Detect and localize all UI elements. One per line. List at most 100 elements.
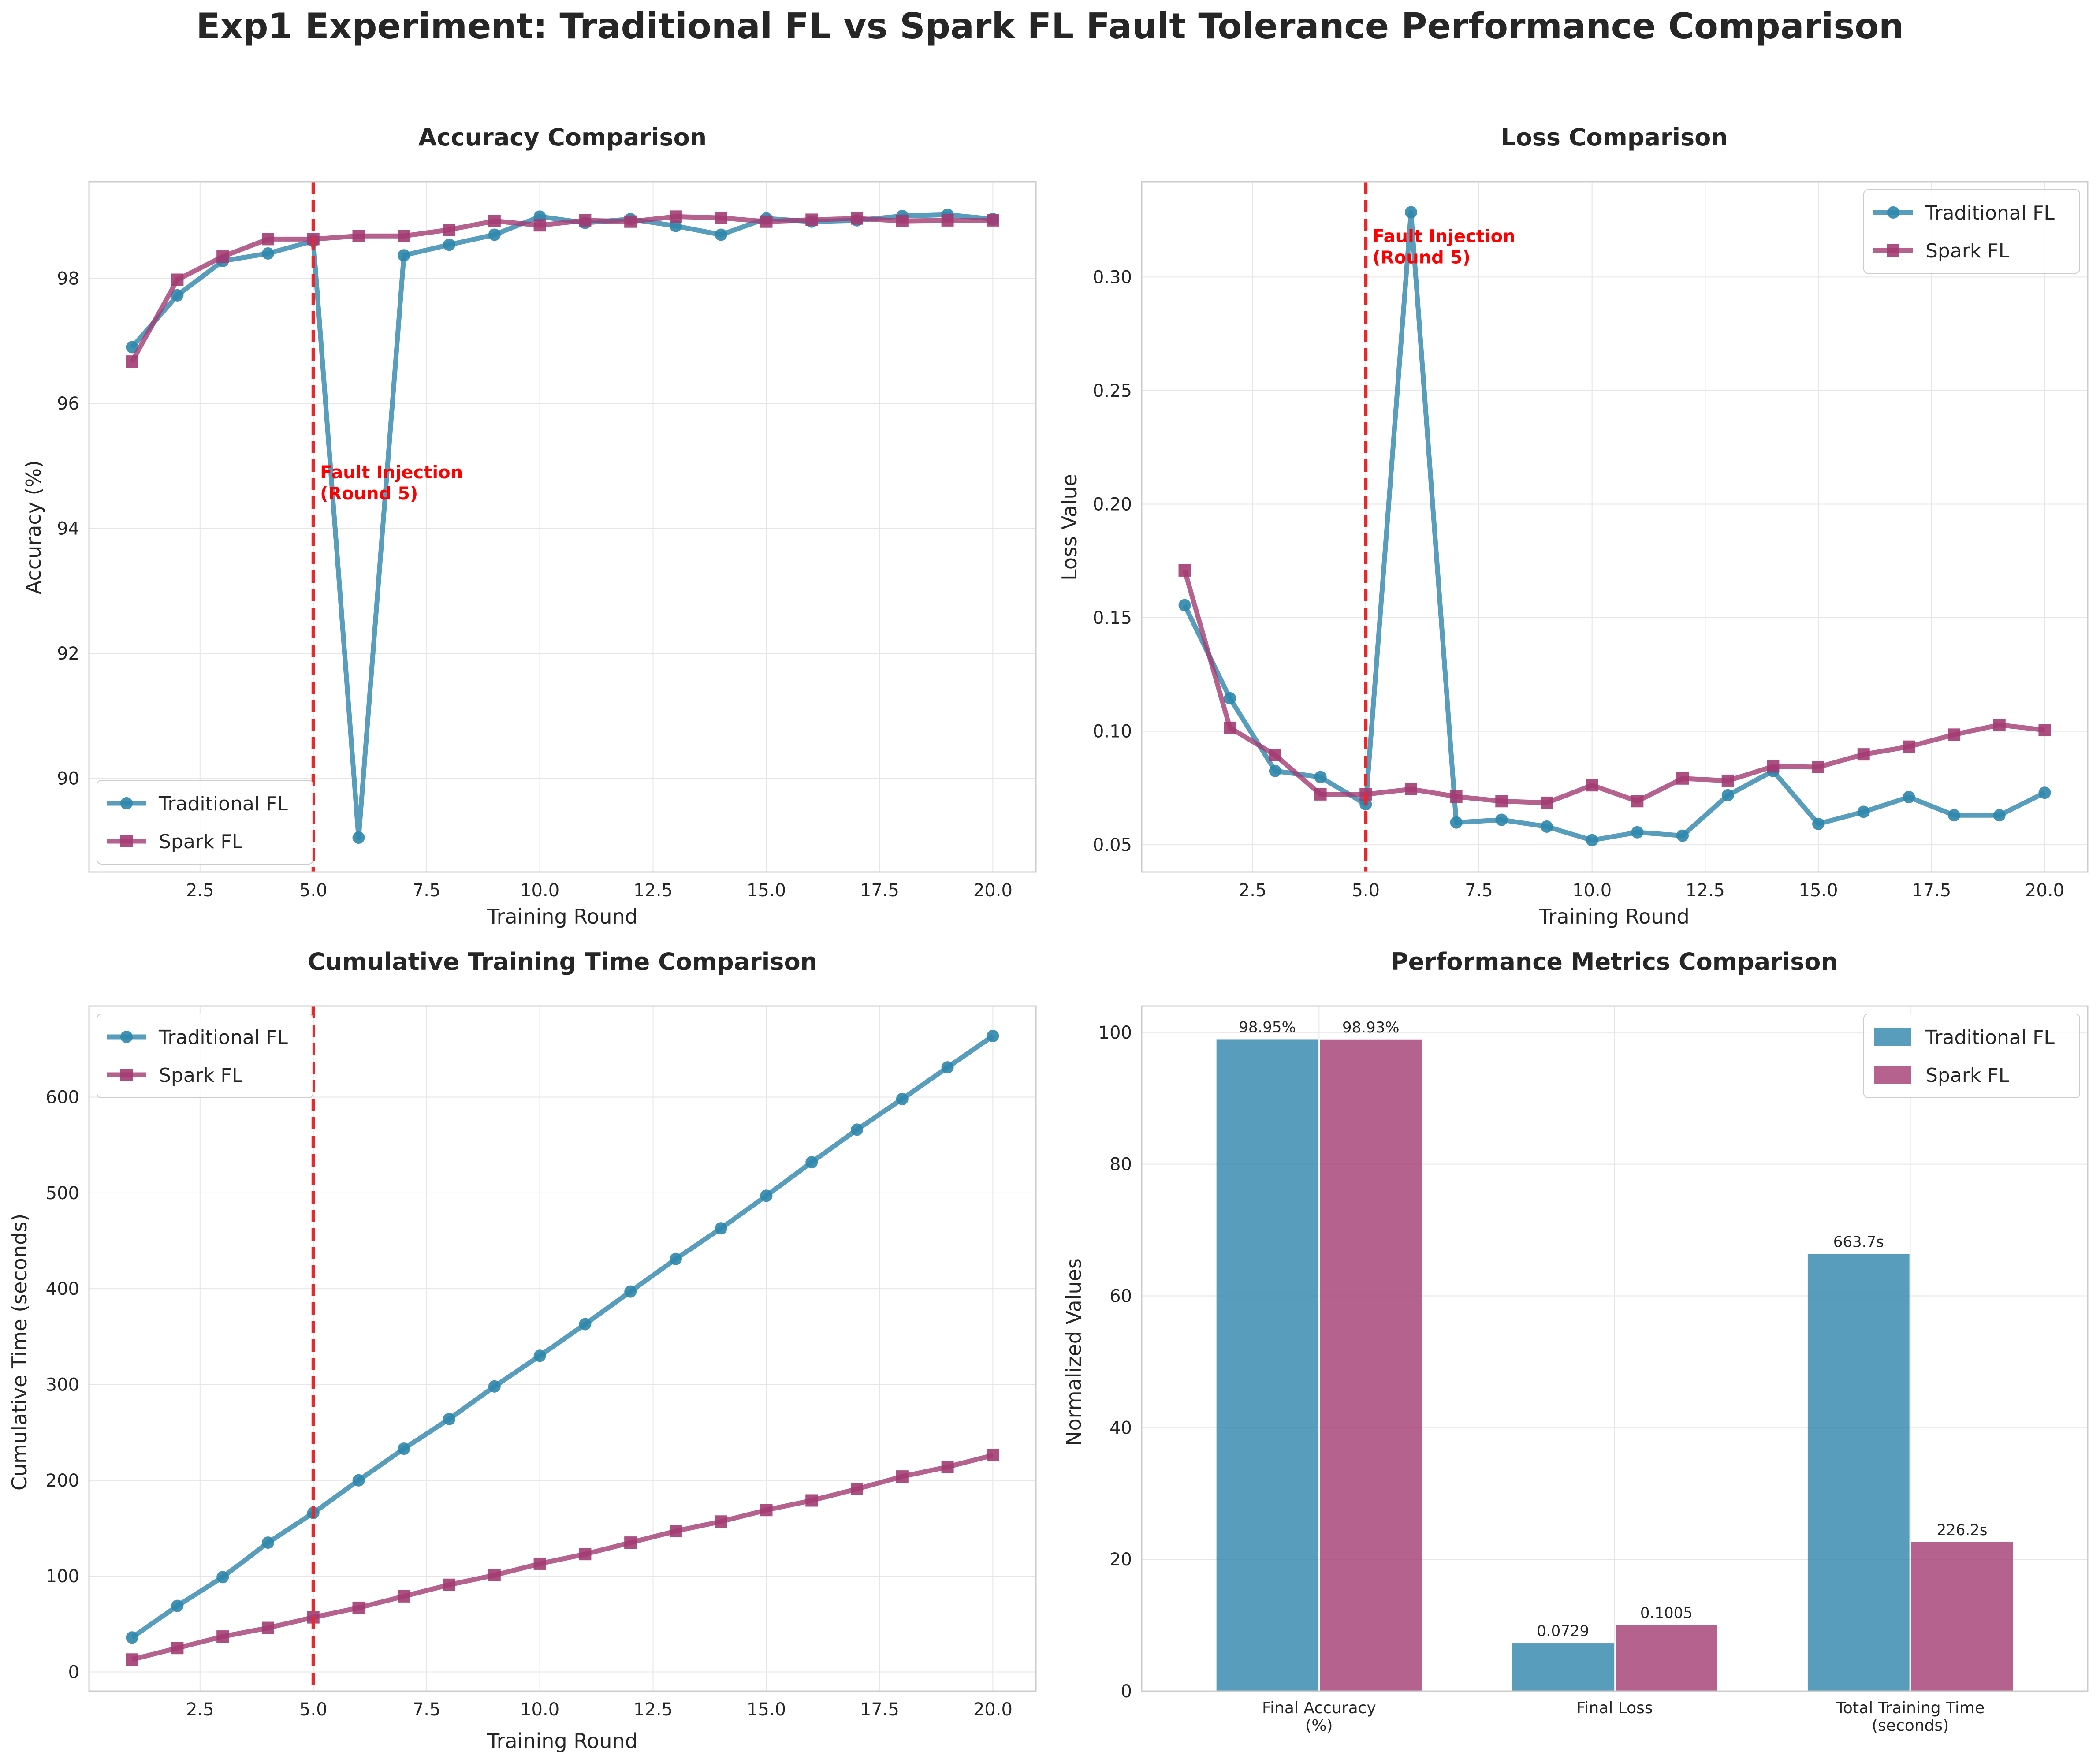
x-tick-label: 15.0 (747, 880, 786, 901)
bar-value-label: 226.2s (1936, 1521, 1987, 1539)
plot-frame (1141, 1005, 2089, 1692)
data-point (1450, 816, 1463, 829)
data-point (987, 1449, 999, 1461)
bar-traditional (1216, 1039, 1318, 1691)
data-point (1857, 748, 1870, 761)
loss-chart: Loss Comparison Training Round Loss Valu… (1057, 123, 2089, 928)
data-point (805, 213, 818, 226)
data-point (941, 1461, 954, 1473)
data-point (488, 215, 501, 227)
series-line-spark (130, 214, 993, 363)
data-point (488, 1569, 501, 1582)
x-tick-label: 20.0 (973, 1700, 1013, 1720)
data-point (1540, 796, 1553, 809)
x-tick-label: 2.5 (186, 880, 214, 901)
data-point (1178, 599, 1191, 611)
x-tick-label: 12.5 (633, 880, 673, 901)
bar-spark (1320, 1039, 1422, 1691)
y-tick-label: 0 (1121, 1681, 1132, 1702)
plot-frame (88, 1005, 1037, 1692)
legend-label: Traditional FL (158, 1026, 288, 1049)
legend-frame (1863, 189, 2080, 274)
data-point (896, 215, 909, 227)
data-point (669, 210, 682, 223)
legend: Traditional FL Spark FL (97, 1014, 313, 1098)
data-point (171, 1599, 184, 1612)
y-tick-label: 0.05 (1093, 835, 1132, 855)
data-point (261, 247, 274, 260)
x-tick-label: 5.0 (299, 1700, 328, 1720)
data-point (579, 1318, 592, 1331)
time-chart: Cumulative Training Time Comparison Trai… (7, 948, 1037, 1753)
data-point (1269, 764, 1281, 777)
time-chart-xlabel: Training Round (487, 1729, 638, 1753)
data-point (851, 1123, 864, 1136)
loss-plot-area: 2.5 5.0 7.5 10.0 12.5 15.0 17.5 20.0 0.05 0.10 0.1… (1093, 181, 2089, 901)
y-tick-label: 96 (57, 394, 79, 414)
data-point (1767, 760, 1780, 773)
data-point (171, 273, 184, 286)
data-point (533, 1557, 546, 1570)
data-point (941, 1061, 954, 1074)
legend-marker (120, 835, 133, 847)
data-point (533, 219, 546, 232)
data-point (1903, 740, 1915, 753)
data-point (1812, 761, 1825, 774)
category-label: Total Training Time (1836, 1699, 1985, 1717)
bar-spark (1616, 1625, 1717, 1691)
legend-swatch (1874, 1066, 1911, 1084)
data-point (398, 230, 410, 242)
loss-chart-title: Loss Comparison (1501, 123, 1728, 151)
legend-marker (120, 1069, 133, 1081)
x-tick-label: 17.5 (1912, 880, 1951, 901)
y-tick-label: 0.25 (1093, 381, 1132, 401)
y-tick-label: 0.15 (1093, 608, 1132, 628)
data-point (851, 212, 864, 225)
data-point (1721, 789, 1734, 801)
x-tick-label: 7.5 (413, 880, 441, 901)
legend-label: Traditional FL (1925, 202, 2055, 224)
metrics-chart-title: Performance Metrics Comparison (1391, 948, 1838, 976)
data-point (896, 1470, 909, 1483)
x-tick-label: 7.5 (413, 1700, 441, 1720)
y-tick-label: 500 (46, 1183, 79, 1204)
data-point (1269, 749, 1281, 761)
data-point (624, 1536, 637, 1549)
bar-value-label: 0.1005 (1640, 1604, 1693, 1622)
y-tick-label: 40 (1110, 1418, 1132, 1438)
data-point (715, 1515, 727, 1528)
data-point (669, 1252, 682, 1265)
y-tick-label: 0.30 (1093, 267, 1132, 287)
data-point (398, 1590, 410, 1603)
data-point (443, 224, 456, 236)
data-point (1404, 206, 1417, 219)
data-point (2038, 724, 2051, 737)
y-tick-label: 0.20 (1093, 494, 1132, 514)
data-point (1586, 779, 1598, 792)
legend-frame (1863, 1014, 2080, 1098)
data-point (352, 1601, 365, 1614)
legend-swatch (1874, 1028, 1911, 1046)
data-point (941, 214, 954, 227)
accuracy-chart-title: Accuracy Comparison (418, 123, 707, 151)
data-point (1404, 783, 1417, 795)
data-point (352, 1474, 365, 1487)
category-label: Final Accuracy (1262, 1699, 1376, 1717)
data-point (216, 1571, 229, 1584)
data-point (715, 1222, 727, 1235)
fault-annotation: Fault Injection (1373, 227, 1515, 247)
fault-annotation: Fault Injection (320, 462, 463, 483)
y-tick-label: 98 (57, 269, 79, 289)
legend-label: Spark FL (1925, 1064, 2010, 1087)
data-point (1495, 795, 1508, 808)
data-point (126, 1653, 138, 1666)
data-point (352, 831, 365, 844)
data-point (216, 1630, 229, 1643)
data-point (1676, 772, 1689, 785)
x-tick-label: 17.5 (860, 880, 899, 901)
data-point (1495, 813, 1508, 826)
data-point (216, 250, 229, 263)
legend-label: Spark FL (159, 1064, 243, 1087)
data-point (805, 1156, 818, 1169)
y-tick-label: 200 (46, 1471, 79, 1491)
